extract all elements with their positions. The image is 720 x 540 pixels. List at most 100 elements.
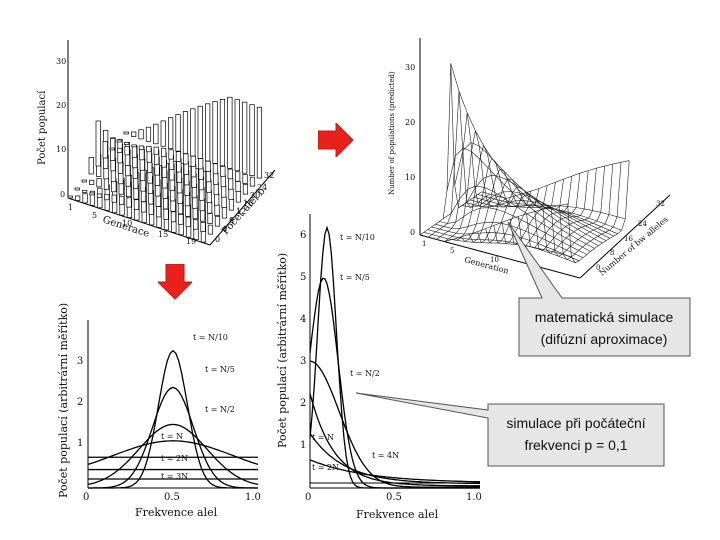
histogram-bar bbox=[96, 178, 102, 188]
br-xtick-05: 0.5 bbox=[386, 492, 402, 503]
histogram-bar bbox=[160, 120, 166, 147]
surface-mesh-line bbox=[427, 229, 576, 263]
histogram-bar bbox=[175, 114, 181, 152]
br-ytick-6: 6 bbox=[300, 230, 306, 241]
br-ylabel: Počet populací (arbitrární měřítko) bbox=[276, 253, 289, 448]
tl-xtick-5: 5 bbox=[92, 211, 97, 220]
surface-mesh-line bbox=[473, 196, 622, 231]
histogram-bar bbox=[234, 99, 240, 172]
tl-xtick-19: 19 bbox=[186, 237, 196, 246]
tr-ytick-10: 10 bbox=[405, 173, 415, 182]
bl-curve-label-2n: t = 2N bbox=[161, 454, 188, 463]
diffusion-curve bbox=[87, 440, 259, 466]
bl-xtick-05: 0.5 bbox=[164, 492, 180, 503]
tr-ytick-20: 20 bbox=[405, 118, 415, 127]
tl-ztick-4: 4 bbox=[222, 225, 227, 234]
histogram-bar bbox=[153, 123, 159, 145]
surface-mesh-line bbox=[450, 63, 599, 246]
tl-ztick-0: 0 bbox=[215, 235, 220, 244]
histogram-bar bbox=[146, 145, 152, 153]
histogram-bar bbox=[89, 190, 96, 206]
bl-curve-label-n2: t = N/2 bbox=[205, 405, 235, 414]
histogram-bar bbox=[197, 105, 203, 159]
histogram-bar bbox=[249, 176, 256, 187]
histogram-bar bbox=[119, 195, 125, 206]
br-curve-label-n5: t = N/5 bbox=[340, 273, 370, 282]
histogram-bar bbox=[109, 147, 115, 151]
histogram-bar bbox=[117, 147, 123, 153]
bl-ytick-3: 3 bbox=[77, 356, 83, 367]
tl-ztick-32: 32 bbox=[264, 171, 274, 180]
br-xtick-0: 0 bbox=[305, 492, 311, 503]
surface-mesh-line bbox=[423, 232, 572, 258]
surface-mesh-line bbox=[470, 199, 618, 235]
tl-ztick-20: 20 bbox=[250, 191, 260, 200]
tr-ytick-0: 0 bbox=[410, 228, 415, 237]
bl-curve-label-n10: t = N/10 bbox=[193, 333, 228, 342]
histogram-bar bbox=[145, 126, 152, 142]
br-ytick-2: 2 bbox=[300, 398, 306, 409]
tr-ztick-16: 16 bbox=[624, 235, 633, 243]
br-xtick-10: 1.0 bbox=[466, 492, 482, 503]
histogram-bar bbox=[205, 103, 211, 162]
histogram-bar bbox=[89, 192, 95, 196]
histogram-bar bbox=[104, 193, 110, 201]
histogram-bar bbox=[82, 193, 88, 204]
histogram-bar bbox=[102, 141, 108, 159]
tl-ztick-16: 16 bbox=[243, 199, 253, 208]
histogram-bar bbox=[170, 211, 177, 223]
histogram-bar bbox=[178, 214, 184, 225]
br-ytick-5: 5 bbox=[300, 272, 306, 283]
histogram-bar bbox=[74, 187, 80, 191]
histogram-bar bbox=[214, 215, 221, 227]
tr-ytick-30: 30 bbox=[405, 63, 415, 72]
diffusion-curve bbox=[88, 386, 258, 489]
diffusion-curve bbox=[309, 360, 480, 488]
histogram-bar bbox=[212, 101, 218, 164]
histogram-bar bbox=[175, 151, 182, 162]
histogram-bar bbox=[242, 174, 248, 184]
bl-xtick-0: 0 bbox=[83, 492, 89, 503]
surface-mesh-line bbox=[567, 160, 630, 264]
bl-ylabel: Počet populací (arbitrární měřítko) bbox=[57, 303, 70, 498]
surface-mesh-line bbox=[477, 194, 626, 220]
tr-ztick-32: 32 bbox=[656, 200, 665, 208]
bottom-left-diffusion-plot: 3 2 1 0 0.5 1.0 Frekvence alel Počet pop… bbox=[57, 303, 261, 519]
callout-math-box bbox=[507, 221, 691, 357]
histogram-bar bbox=[124, 142, 130, 145]
histogram-bar bbox=[235, 171, 241, 182]
histogram-bar bbox=[138, 129, 144, 140]
bl-ytick-1: 1 bbox=[77, 438, 83, 449]
top-left-3d-histogram: 30 20 10 0 Počet populací 1 5 10 15 19 G… bbox=[37, 40, 276, 246]
top-right-3d-surface: 30 20 10 0 Number of populations (predic… bbox=[388, 38, 671, 279]
histogram-bar bbox=[88, 157, 94, 175]
histogram-bar bbox=[111, 194, 117, 203]
histogram-bar bbox=[81, 179, 87, 183]
tr-ztick-24: 24 bbox=[638, 220, 647, 228]
br-curve-label-n2: t = N/2 bbox=[350, 369, 380, 378]
histogram-bar bbox=[131, 131, 137, 137]
br-xlabel: Frekvence alel bbox=[356, 508, 439, 521]
surface-mesh-line bbox=[439, 207, 587, 255]
tl-xtick-10: 10 bbox=[122, 219, 132, 228]
arrow-down-icon bbox=[158, 264, 192, 300]
histogram-bar bbox=[220, 166, 226, 177]
histogram-bar bbox=[190, 108, 196, 157]
histogram-bar bbox=[89, 179, 95, 185]
histogram-bar bbox=[168, 149, 174, 160]
surface-mesh-line bbox=[419, 203, 568, 242]
histogram-bar bbox=[200, 222, 206, 232]
bl-curve-label-n5: t = N/5 bbox=[205, 365, 235, 374]
histogram-bar bbox=[185, 216, 191, 228]
br-curve-label-2n: t = 2N bbox=[312, 463, 339, 472]
tl-xtick-15: 15 bbox=[158, 230, 168, 239]
histogram-bar bbox=[193, 219, 199, 230]
histogram-bar bbox=[131, 144, 137, 148]
diffusion-curve bbox=[309, 459, 480, 483]
surface-mesh-line bbox=[431, 226, 580, 262]
br-curve-label-4n: t = 4N bbox=[372, 451, 399, 460]
histogram-bar bbox=[161, 147, 167, 158]
histogram-bar bbox=[95, 120, 101, 167]
surface-mesh-line bbox=[462, 191, 611, 239]
